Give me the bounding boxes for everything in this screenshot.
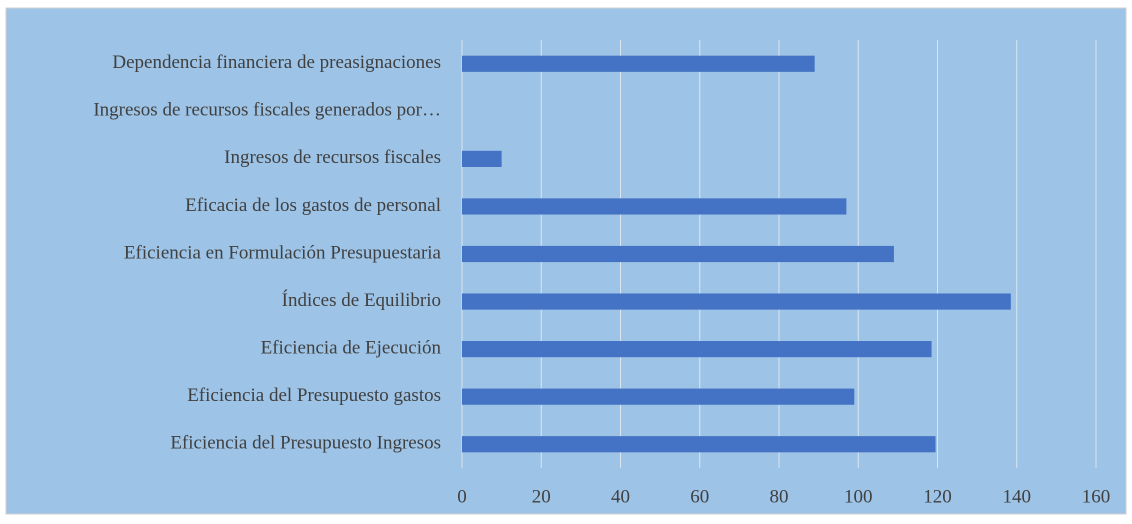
y-tick-label: Eficiencia del Presupuesto gastos <box>187 385 441 406</box>
y-tick-label: Eficiencia del Presupuesto Ingresos <box>170 433 441 454</box>
x-tick-label: 120 <box>923 486 952 507</box>
bar <box>462 293 1011 310</box>
x-tick-label: 140 <box>1003 486 1032 507</box>
y-tick-label: Eficiencia de Ejecución <box>261 337 442 358</box>
bar <box>462 341 932 358</box>
x-tick-label: 0 <box>457 486 467 507</box>
bar <box>462 150 502 167</box>
bar <box>462 55 815 72</box>
bar <box>462 198 847 215</box>
bar <box>462 436 936 453</box>
x-tick-label: 160 <box>1082 486 1111 507</box>
x-tick-label: 80 <box>770 486 789 507</box>
y-tick-label: Eficiencia en Formulación Presupuestaria <box>124 242 442 263</box>
bar <box>462 388 855 405</box>
x-tick-label: 60 <box>690 486 709 507</box>
x-tick-label: 20 <box>532 486 551 507</box>
x-tick-label: 40 <box>611 486 630 507</box>
y-tick-label: Eficacia de los gastos de personal <box>185 195 441 216</box>
bar <box>462 245 894 263</box>
y-tick-label: Índices de Equilibrio <box>282 289 441 311</box>
x-tick-label: 100 <box>844 486 873 507</box>
y-tick-label: Dependencia financiera de preasignacione… <box>112 52 441 73</box>
y-tick-label: Ingresos de recursos fiscales <box>224 147 441 168</box>
y-tick-label: Ingresos de recursos fiscales generados … <box>93 100 441 121</box>
